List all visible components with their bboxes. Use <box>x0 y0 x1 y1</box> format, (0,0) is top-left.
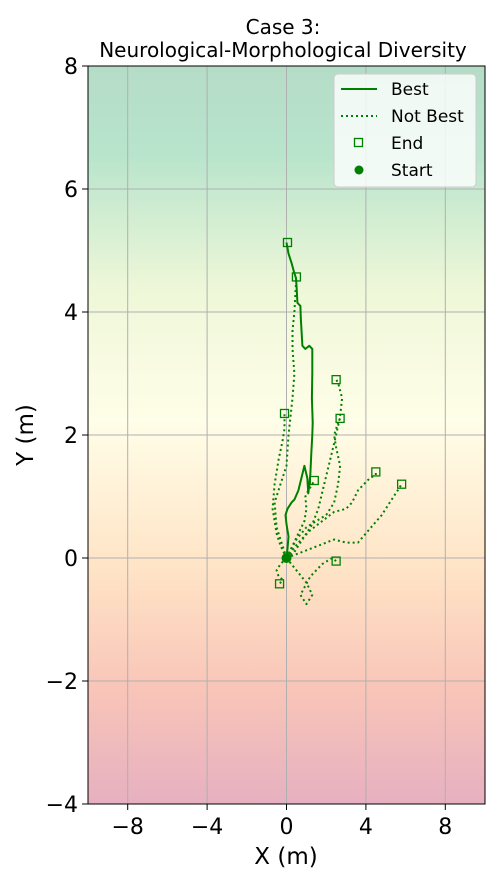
y-tick-label: 0 <box>64 547 78 572</box>
legend-box <box>333 73 477 188</box>
not-best-trajectory <box>285 417 342 559</box>
y-tick-label: −2 <box>46 670 78 695</box>
grid <box>88 65 485 805</box>
x-tick-label: 0 <box>280 815 294 840</box>
y-tick-label: 2 <box>64 424 78 449</box>
end-marker <box>331 556 341 566</box>
y-axis-label: Y (m) <box>13 404 39 467</box>
x-tick-label: 4 <box>359 815 373 840</box>
axis-ticks: −8 −4 0 4 8 −4 −2 0 2 4 6 8 <box>46 55 453 840</box>
y-tick-label: −4 <box>46 793 78 818</box>
not-best-trajectory <box>285 379 344 559</box>
end-marker <box>331 374 341 385</box>
not-best-trajectory <box>275 557 288 585</box>
legend-start-label: Start <box>391 161 433 181</box>
x-tick-label: 8 <box>438 815 452 840</box>
end-marker <box>335 413 345 424</box>
end-marker <box>396 479 407 489</box>
y-tick-label: 8 <box>64 55 78 80</box>
end-marker <box>309 475 319 486</box>
legend-start-marker <box>354 165 364 175</box>
x-tick-label: −8 <box>111 815 143 840</box>
y-tick-label: 4 <box>64 301 78 326</box>
start-marker <box>281 553 292 563</box>
end-marker <box>371 467 381 477</box>
end-marker <box>282 237 293 248</box>
not-best-trajectory <box>271 413 288 559</box>
y-tick-label: 6 <box>64 178 78 203</box>
not-best-trajectory <box>273 276 298 559</box>
end-marker <box>279 408 290 419</box>
chart-title-line1: Case 3: <box>246 15 321 39</box>
best-trajectory <box>284 242 314 559</box>
legend-end-marker <box>353 137 364 148</box>
legend-best-label: Best <box>391 80 429 100</box>
legend-end-label: End <box>391 134 423 154</box>
end-marker <box>274 579 285 589</box>
x-axis-label: X (m) <box>254 844 317 870</box>
x-tick-label: −4 <box>191 815 223 840</box>
legend: Best Not Best End Start <box>333 73 477 188</box>
end-marker <box>291 272 302 282</box>
legend-not-best-label: Not Best <box>391 107 464 127</box>
chart-title-line2: Neurological-Morphological Diversity <box>99 38 467 62</box>
not-best-trajectory <box>286 483 403 559</box>
plot-area <box>271 237 407 606</box>
not-best-trajectory <box>285 557 337 606</box>
